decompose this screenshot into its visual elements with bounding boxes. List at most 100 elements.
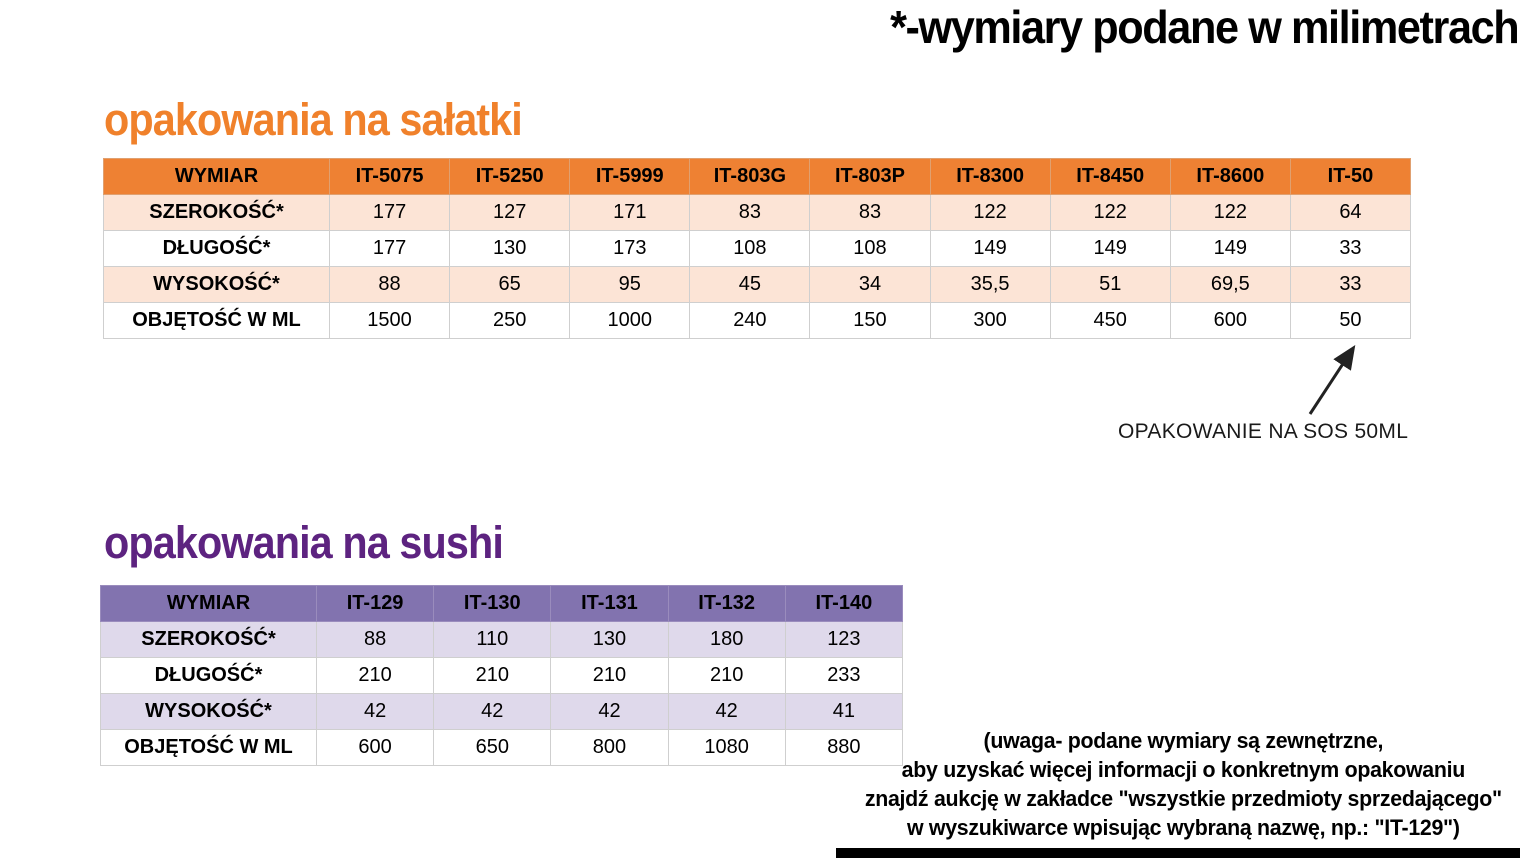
value-cell: 210: [550, 657, 669, 694]
row-label: OBJĘTOŚĆ W ML: [100, 729, 317, 766]
value-cell: 33: [1289, 230, 1412, 267]
product-column-header: IT-140: [784, 585, 904, 622]
row-label: DŁUGOŚĆ*: [103, 230, 330, 267]
table-row: WYSOKOŚĆ* 42 42 42 42 41: [100, 693, 904, 730]
header-row: WYMIAR IT-5075 IT-5250 IT-5999 IT-803G IT-803…: [103, 158, 1412, 195]
product-column-header: IT-803G: [689, 158, 811, 195]
value-cell: 122: [929, 194, 1051, 231]
table-row: SZEROKOŚĆ* 88 110 130 180 123: [100, 621, 904, 658]
value-cell: 180: [667, 621, 786, 658]
value-cell: 1080: [667, 729, 786, 766]
value-cell: 64: [1289, 194, 1412, 231]
value-cell: 95: [569, 266, 691, 303]
footnote: (uwaga- podane wymiary są zewnętrzne, ab…: [849, 726, 1518, 842]
salad-section-heading: opakowania na sałatki: [104, 94, 523, 145]
salad-dimensions-table: WYMIAR IT-5075 IT-5250 IT-5999 IT-803G IT-803…: [103, 158, 1412, 339]
value-cell: 1000: [569, 302, 691, 339]
product-column-header: IT-130: [433, 585, 552, 622]
arrow-icon: [1288, 338, 1408, 425]
value-cell: 210: [315, 657, 435, 694]
value-cell: 240: [689, 302, 811, 339]
product-column-header: IT-8600: [1169, 158, 1291, 195]
value-cell: 50: [1289, 302, 1412, 339]
product-column-header: IT-803P: [809, 158, 931, 195]
value-cell: 51: [1049, 266, 1171, 303]
value-cell: 130: [550, 621, 669, 658]
value-cell: 450: [1049, 302, 1171, 339]
value-cell: 150: [809, 302, 931, 339]
value-cell: 42: [315, 693, 435, 730]
row-label: SZEROKOŚĆ*: [103, 194, 330, 231]
value-cell: 108: [809, 230, 931, 267]
value-cell: 88: [315, 621, 435, 658]
value-cell: 35,5: [929, 266, 1051, 303]
value-cell: 210: [667, 657, 786, 694]
value-cell: 173: [569, 230, 691, 267]
value-cell: 88: [328, 266, 451, 303]
footnote-line: w wyszukiwarce wpisując wybraną nazwę, n…: [906, 815, 1460, 840]
sauce-container-annotation: OPAKOWANIE NA SOS 50ML: [1118, 420, 1409, 443]
value-cell: 108: [689, 230, 811, 267]
product-column-header: IT-132: [667, 585, 786, 622]
value-cell: 83: [809, 194, 931, 231]
value-cell: 45: [689, 266, 811, 303]
value-cell: 600: [1169, 302, 1291, 339]
cropped-bottom-band: [836, 848, 1520, 858]
value-cell: 650: [433, 729, 552, 766]
table-row: DŁUGOŚĆ* 177 130 173 108 108 149 149 149 33: [103, 230, 1412, 267]
product-column-header: IT-131: [550, 585, 669, 622]
value-cell: 177: [328, 194, 451, 231]
value-cell: 800: [550, 729, 669, 766]
product-column-header: IT-5999: [569, 158, 691, 195]
value-cell: 69,5: [1169, 266, 1291, 303]
value-cell: 149: [1049, 230, 1171, 267]
row-label: SZEROKOŚĆ*: [100, 621, 317, 658]
value-cell: 1500: [328, 302, 451, 339]
value-cell: 123: [784, 621, 904, 658]
value-cell: 233: [784, 657, 904, 694]
footnote-line: znajdź aukcję w zakładce "wszystkie prze…: [864, 786, 1502, 811]
header-row: WYMIAR IT-129 IT-130 IT-131 IT-132 IT-140: [100, 585, 904, 622]
value-cell: 149: [929, 230, 1051, 267]
row-label: DŁUGOŚĆ*: [100, 657, 317, 694]
value-cell: 34: [809, 266, 931, 303]
value-cell: 250: [449, 302, 571, 339]
dimension-column-header: WYMIAR: [100, 585, 317, 622]
value-cell: 177: [328, 230, 451, 267]
value-cell: 122: [1049, 194, 1171, 231]
value-cell: 300: [929, 302, 1051, 339]
table-row: OBJĘTOŚĆ W ML 600 650 800 1080 880: [100, 729, 904, 766]
value-cell: 33: [1289, 266, 1412, 303]
row-label: WYSOKOŚĆ*: [100, 693, 317, 730]
table-row: DŁUGOŚĆ* 210 210 210 210 233: [100, 657, 904, 694]
value-cell: 600: [315, 729, 435, 766]
value-cell: 65: [449, 266, 571, 303]
product-column-header: IT-129: [315, 585, 435, 622]
footnote-line: aby uzyskać więcej informacji o konkretn…: [901, 757, 1466, 782]
page-title: *-wymiary podane w milimetrach: [889, 1, 1520, 53]
value-cell: 122: [1169, 194, 1291, 231]
dimension-column-header: WYMIAR: [103, 158, 330, 195]
product-column-header: IT-8450: [1049, 158, 1171, 195]
value-cell: 42: [667, 693, 786, 730]
sushi-section-heading: opakowania na sushi: [104, 517, 504, 568]
value-cell: 127: [449, 194, 571, 231]
table-row: WYSOKOŚĆ* 88 65 95 45 34 35,5 51 69,5 33: [103, 266, 1412, 303]
row-label: OBJĘTOŚĆ W ML: [103, 302, 330, 339]
value-cell: 880: [784, 729, 904, 766]
product-column-header: IT-50: [1289, 158, 1412, 195]
value-cell: 83: [689, 194, 811, 231]
value-cell: 41: [784, 693, 904, 730]
value-cell: 210: [433, 657, 552, 694]
row-label: WYSOKOŚĆ*: [103, 266, 330, 303]
value-cell: 149: [1169, 230, 1291, 267]
product-column-header: IT-5075: [328, 158, 451, 195]
table-row: OBJĘTOŚĆ W ML 1500 250 1000 240 150 300 450 600 5…: [103, 302, 1412, 339]
value-cell: 110: [433, 621, 552, 658]
footnote-line: (uwaga- podane wymiary są zewnętrzne,: [983, 728, 1384, 753]
value-cell: 130: [449, 230, 571, 267]
product-column-header: IT-8300: [929, 158, 1051, 195]
value-cell: 171: [569, 194, 691, 231]
sushi-dimensions-table: WYMIAR IT-129 IT-130 IT-131 IT-132 IT-140 SZER…: [100, 585, 904, 766]
